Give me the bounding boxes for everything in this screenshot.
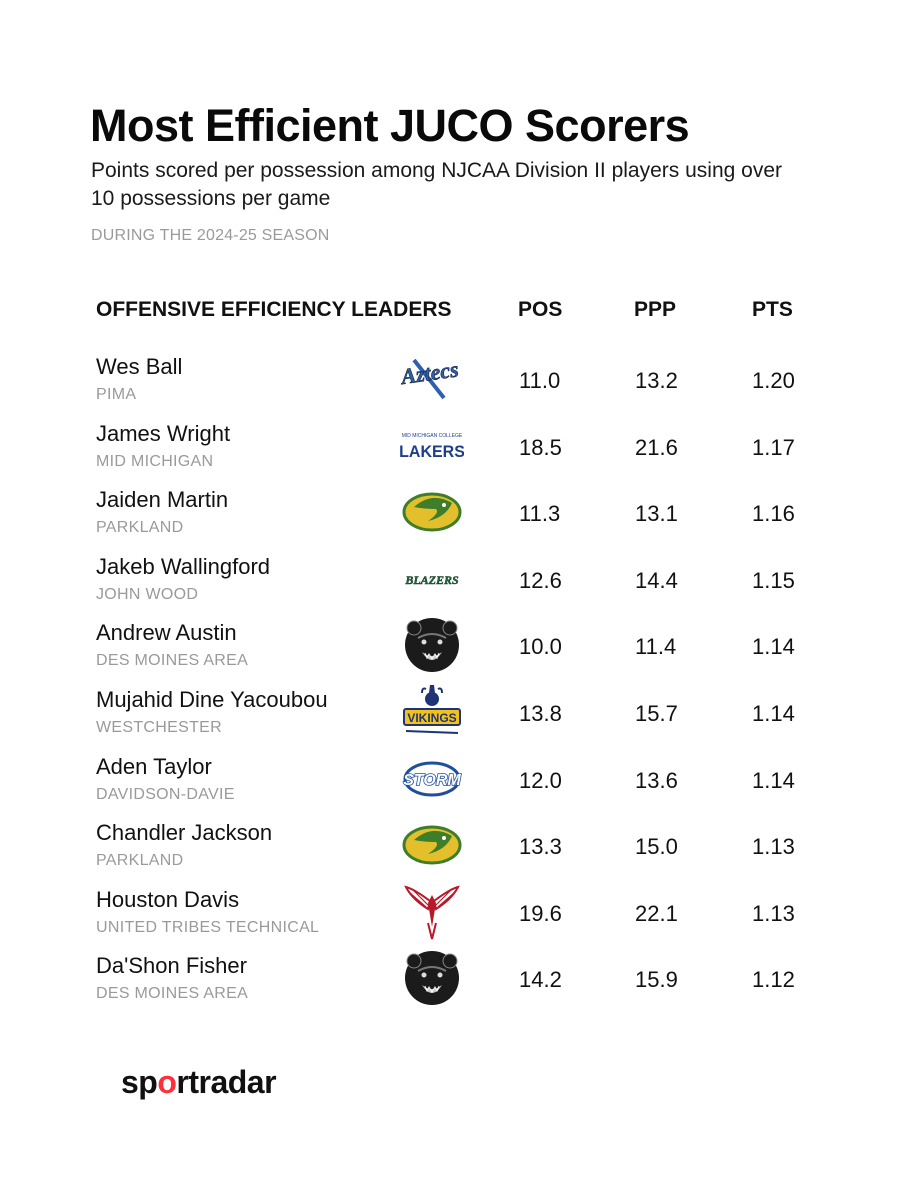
svg-text:LAKERS: LAKERS [400, 442, 464, 460]
school-name: MID MICHIGAN [96, 452, 214, 470]
ppp-value: 15.7 [635, 700, 678, 726]
pos-value: 14.2 [519, 967, 562, 993]
school-name: DES MOINES AREA [96, 985, 249, 1003]
lakers-logo: MID MICHIGAN COLLEGE LAKERS [400, 417, 464, 475]
ppp-value: 15.0 [635, 834, 678, 860]
table-row: Andrew Austin DES MOINES AREA 10.0 11.4 … [0, 612, 911, 679]
player-name: Mujahid Dine Yacoubou [96, 686, 328, 712]
table-row: Houston Davis UNITED TRIBES TECHNICAL 19… [0, 879, 911, 946]
school-name: PARKLAND [96, 519, 184, 537]
svg-text:MID MICHIGAN COLLEGE: MID MICHIGAN COLLEGE [402, 433, 463, 439]
pos-value: 11.3 [519, 501, 561, 527]
table-row: Mujahid Dine Yacoubou WESTCHESTER VIKING… [0, 679, 911, 746]
bear-logo [400, 949, 464, 1007]
cobra-logo [400, 483, 464, 541]
pos-value: 13.8 [519, 700, 562, 726]
school-name: PARKLAND [96, 852, 184, 870]
pts-value: 1.16 [752, 501, 795, 527]
chart-title: Most Efficient JUCO Scorers [90, 100, 690, 151]
pos-value: 12.6 [519, 567, 562, 593]
table-row: Aden Taylor DAVIDSON-DAVIE STORM 12.0 13… [0, 746, 911, 813]
sportradar-logo: sportradar [121, 1062, 361, 1102]
player-name: Chandler Jackson [96, 820, 273, 846]
storm-logo-icon: STORM [402, 761, 462, 797]
bear-logo-icon [405, 618, 459, 673]
table-row: Chandler Jackson PARKLAND 13.3 15.0 1.13 [0, 812, 911, 879]
cobra-logo-icon [402, 825, 462, 865]
school-name: DES MOINES AREA [96, 652, 249, 670]
vikings-logo-icon: VIKINGS [403, 684, 461, 734]
player-name: Houston Davis [96, 886, 240, 912]
player-name: Da'Shon Fisher [96, 953, 247, 979]
ppp-value: 13.2 [635, 368, 678, 393]
table-row: Jaiden Martin PARKLAND 11.3 13.1 1.16 [0, 479, 911, 546]
pts-value: 1.15 [752, 567, 795, 593]
pts-value: 1.13 [752, 834, 795, 860]
season-label: DURING THE 2024-25 SEASON [91, 227, 330, 244]
pos-value: 18.5 [519, 434, 562, 460]
ppp-value: 22.1 [635, 900, 678, 926]
school-name: WESTCHESTER [96, 718, 222, 736]
column-header-leaders: OFFENSIVE EFFICIENCY LEADERS [96, 298, 452, 321]
player-name: Jaiden Martin [96, 487, 229, 513]
chart-subtitle: Points scored per possession among NJCAA… [91, 159, 782, 210]
column-header-ppp: PPP [634, 298, 677, 321]
lakers-logo-icon: MID MICHIGAN COLLEGE LAKERS [400, 433, 464, 461]
leaders-table: Wes Ball PIMA Aztecs 11.0 13.2 1.20 Jame… [0, 346, 911, 1012]
player-name: Wes Ball [96, 354, 183, 379]
pts-value: 1.12 [752, 967, 795, 993]
ppp-value: 15.9 [635, 967, 678, 993]
school-name: DAVIDSON-DAVIE [96, 785, 235, 803]
blazers-logo: BLAZERS [400, 550, 464, 608]
vikings-logo: VIKINGS [400, 683, 464, 741]
pts-value: 1.20 [752, 368, 795, 393]
storm-logo: STORM [400, 750, 464, 808]
column-header-pts: PTS [752, 298, 793, 321]
svg-text:sportradar: sportradar [121, 1064, 276, 1100]
ppp-value: 13.6 [635, 767, 678, 793]
ppp-value: 14.4 [635, 567, 678, 593]
svg-text:Aztecs: Aztecs [400, 356, 460, 389]
cobra-logo-icon [402, 492, 462, 532]
player-name: Jakeb Wallingford [96, 553, 271, 579]
player-name: Andrew Austin [96, 620, 237, 646]
pts-value: 1.14 [752, 634, 795, 660]
school-name: PIMA [96, 386, 137, 403]
svg-text:VIKINGS: VIKINGS [407, 711, 456, 725]
player-name: James Wright [96, 420, 231, 446]
pos-value: 11.0 [519, 368, 561, 393]
pos-value: 13.3 [519, 834, 562, 860]
svg-text:BLAZERS: BLAZERS [404, 573, 459, 587]
pts-value: 1.13 [752, 900, 795, 926]
pts-value: 1.14 [752, 767, 795, 793]
bear-logo-icon [405, 951, 459, 1006]
ppp-value: 13.1 [635, 501, 678, 527]
player-name: Aden Taylor [96, 753, 212, 779]
table-row: Jakeb Wallingford JOHN WOOD BLAZERS 12.6… [0, 546, 911, 613]
column-header-pos: POS [518, 298, 563, 321]
pts-value: 1.17 [752, 434, 795, 460]
phoenix-logo-icon [404, 885, 460, 939]
phoenix-logo [400, 883, 464, 941]
ppp-value: 21.6 [635, 434, 678, 460]
blazers-logo-icon: BLAZERS [404, 573, 459, 587]
pts-value: 1.14 [752, 700, 795, 726]
pos-value: 12.0 [519, 767, 562, 793]
aztecs-logo: Aztecs [400, 350, 464, 408]
cobra-logo [400, 816, 464, 874]
svg-text:STORM: STORM [403, 772, 461, 789]
school-name: JOHN WOOD [96, 585, 199, 603]
pos-value: 10.0 [519, 634, 562, 660]
table-row: Da'Shon Fisher DES MOINES AREA 14.2 15.9… [0, 945, 911, 1012]
ppp-value: 11.4 [635, 634, 677, 660]
table-row: James Wright MID MICHIGAN MID MICHIGAN C… [0, 413, 911, 480]
table-row: Wes Ball PIMA Aztecs 11.0 13.2 1.20 [0, 346, 911, 413]
school-name: UNITED TRIBES TECHNICAL [96, 918, 320, 936]
aztecs-logo-icon: Aztecs [400, 356, 460, 400]
bear-logo [400, 616, 464, 674]
pos-value: 19.6 [519, 900, 562, 926]
